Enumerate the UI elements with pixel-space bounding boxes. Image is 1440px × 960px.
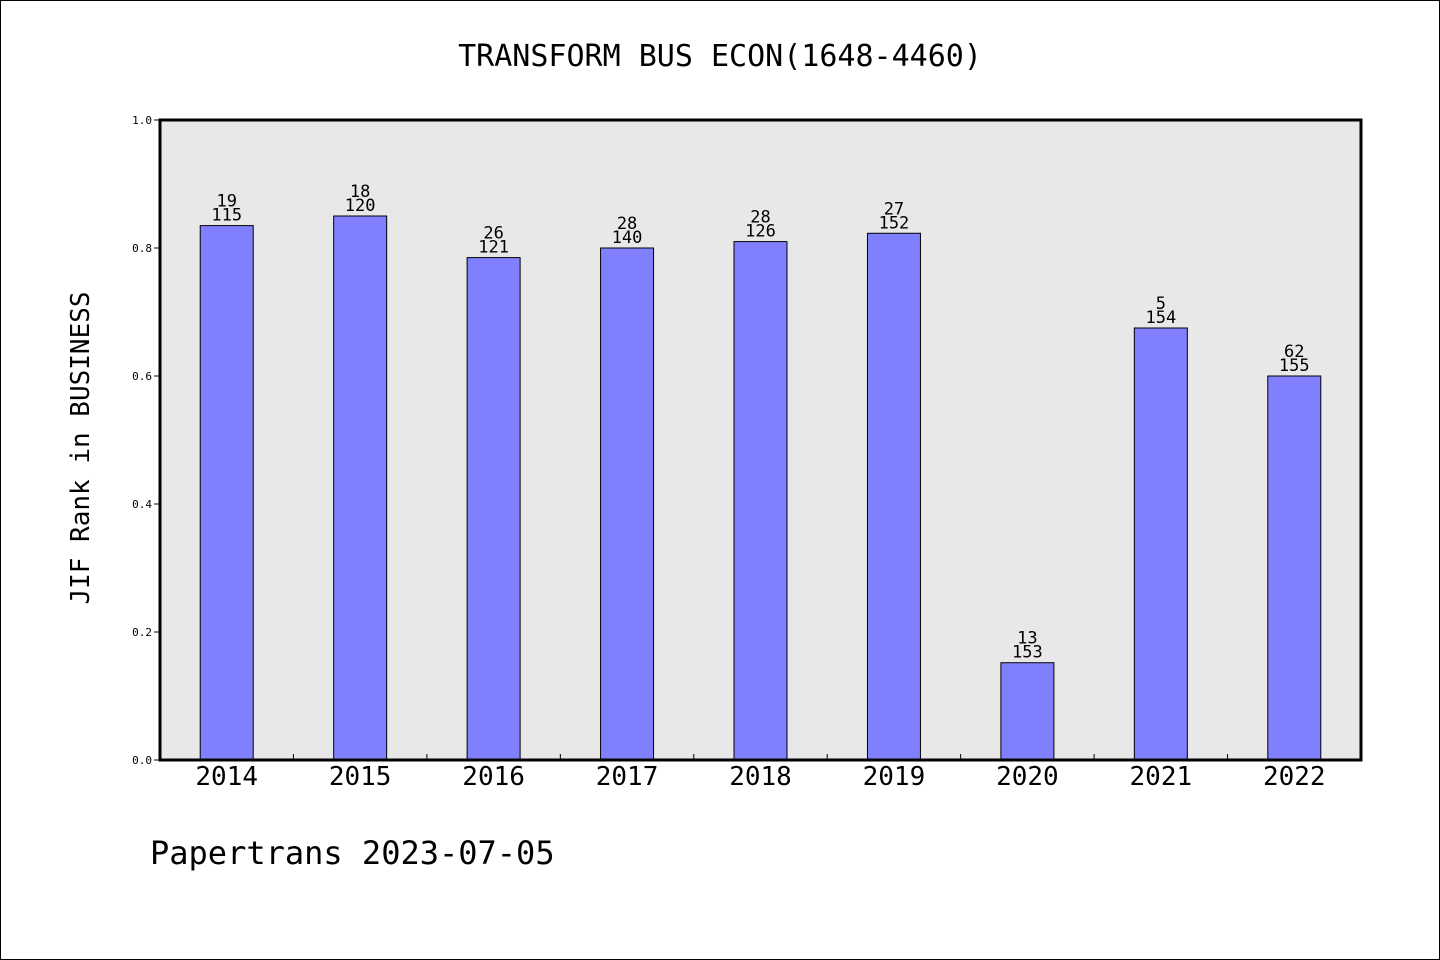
bar-label-rank: 62 — [1284, 342, 1304, 362]
bars — [199, 215, 1322, 761]
bar-label-rank: 13 — [1017, 629, 1037, 649]
bar-label-rank: 27 — [884, 199, 904, 219]
bar-label-rank: 18 — [350, 182, 370, 202]
bar-2021 — [1133, 327, 1188, 761]
y-tick-label: 1.0 — [132, 114, 152, 127]
bar-label-total: 140 — [612, 228, 643, 248]
bar-label-total: 115 — [211, 206, 242, 226]
bar-label-rank: 5 — [1156, 294, 1166, 314]
x-tick-label: 2021 — [1130, 762, 1193, 792]
y-tick-label: 0.0 — [132, 754, 152, 767]
chart-title: TRANSFORM BUS ECON(1648-4460) — [458, 39, 982, 74]
y-axis-ticks: 0.0 0.2 0.4 0.6 0.8 1.0 — [132, 114, 160, 767]
y-tick-label: 0.6 — [132, 370, 152, 383]
bar-label-total: 153 — [1012, 643, 1043, 663]
bar-label-total: 155 — [1279, 356, 1310, 376]
plot-border — [158, 118, 1363, 762]
x-tick-label: 2022 — [1263, 762, 1326, 792]
bar-label-rank: 28 — [750, 208, 770, 228]
bar-2016 — [466, 257, 521, 761]
data-labels: 1911518120261212814028126271521315351546… — [211, 182, 1309, 663]
x-tick-label: 2016 — [462, 762, 525, 792]
bar-label-rank: 28 — [617, 214, 637, 234]
x-tick-label: 2017 — [596, 762, 659, 792]
bar-2017 — [600, 247, 655, 761]
x-tick-label: 2020 — [996, 762, 1059, 792]
bar-2014 — [199, 225, 254, 761]
x-tick-label: 2018 — [729, 762, 792, 792]
bar-label-rank: 26 — [483, 224, 503, 244]
bar-label-rank: 19 — [216, 192, 236, 212]
bar-label-total: 120 — [345, 196, 376, 216]
bar-2015 — [333, 215, 388, 761]
bar-label-total: 126 — [745, 222, 776, 242]
y-tick-label: 0.4 — [132, 498, 152, 511]
bar-label-total: 121 — [478, 238, 509, 258]
x-axis-ticks: 2014 2015 2016 2017 2018 2019 2020 2021 2022 — [195, 754, 1326, 792]
y-tick-label: 0.2 — [132, 626, 152, 639]
footer-text: Papertrans 2023-07-05 — [150, 834, 555, 872]
bar-label-total: 154 — [1145, 308, 1176, 328]
y-tick-label: 0.8 — [132, 242, 152, 255]
bar-label-total: 152 — [879, 213, 910, 233]
y-axis-label: JIF Rank in BUSINESS — [66, 291, 96, 604]
x-tick-label: 2015 — [329, 762, 392, 792]
x-tick-label: 2014 — [195, 762, 258, 792]
bar-2019 — [866, 232, 921, 761]
x-tick-label: 2019 — [863, 762, 926, 792]
bar-2018 — [733, 241, 788, 761]
bar-2020 — [1000, 662, 1055, 761]
bar-2022 — [1267, 375, 1322, 761]
